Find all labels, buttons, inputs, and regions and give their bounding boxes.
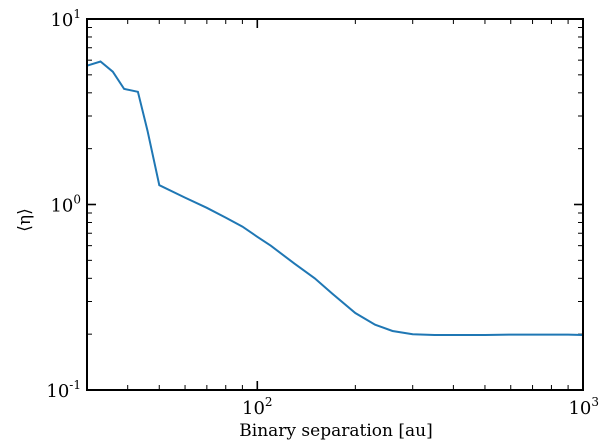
- x-tick-label-exponent: 2: [265, 395, 273, 409]
- y-tick-label: 100: [50, 193, 81, 217]
- x-tick-label-base: 10: [242, 398, 265, 419]
- y-tick-label-exponent: -1: [69, 378, 81, 392]
- x-tick-label-exponent: 3: [591, 395, 599, 409]
- y-tick-label: 101: [50, 7, 81, 31]
- x-tick-label: 102: [242, 395, 273, 419]
- x-tick-label: 103: [568, 395, 599, 419]
- x-tick-label-base: 10: [568, 398, 591, 419]
- y-tick-label-base: 10: [46, 381, 69, 402]
- y-axis-label: ⟨η⟩: [15, 208, 35, 231]
- plot-frame: [86, 18, 584, 391]
- x-axis-label: Binary separation [au]: [239, 421, 432, 441]
- y-tick-label-exponent: 0: [73, 193, 81, 207]
- y-tick-label-base: 10: [50, 196, 73, 217]
- y-tick-label: 10-1: [46, 378, 81, 402]
- series-line-eta: [86, 60, 584, 336]
- y-tick-label-base: 10: [50, 10, 73, 31]
- y-tick-label-exponent: 1: [73, 7, 81, 21]
